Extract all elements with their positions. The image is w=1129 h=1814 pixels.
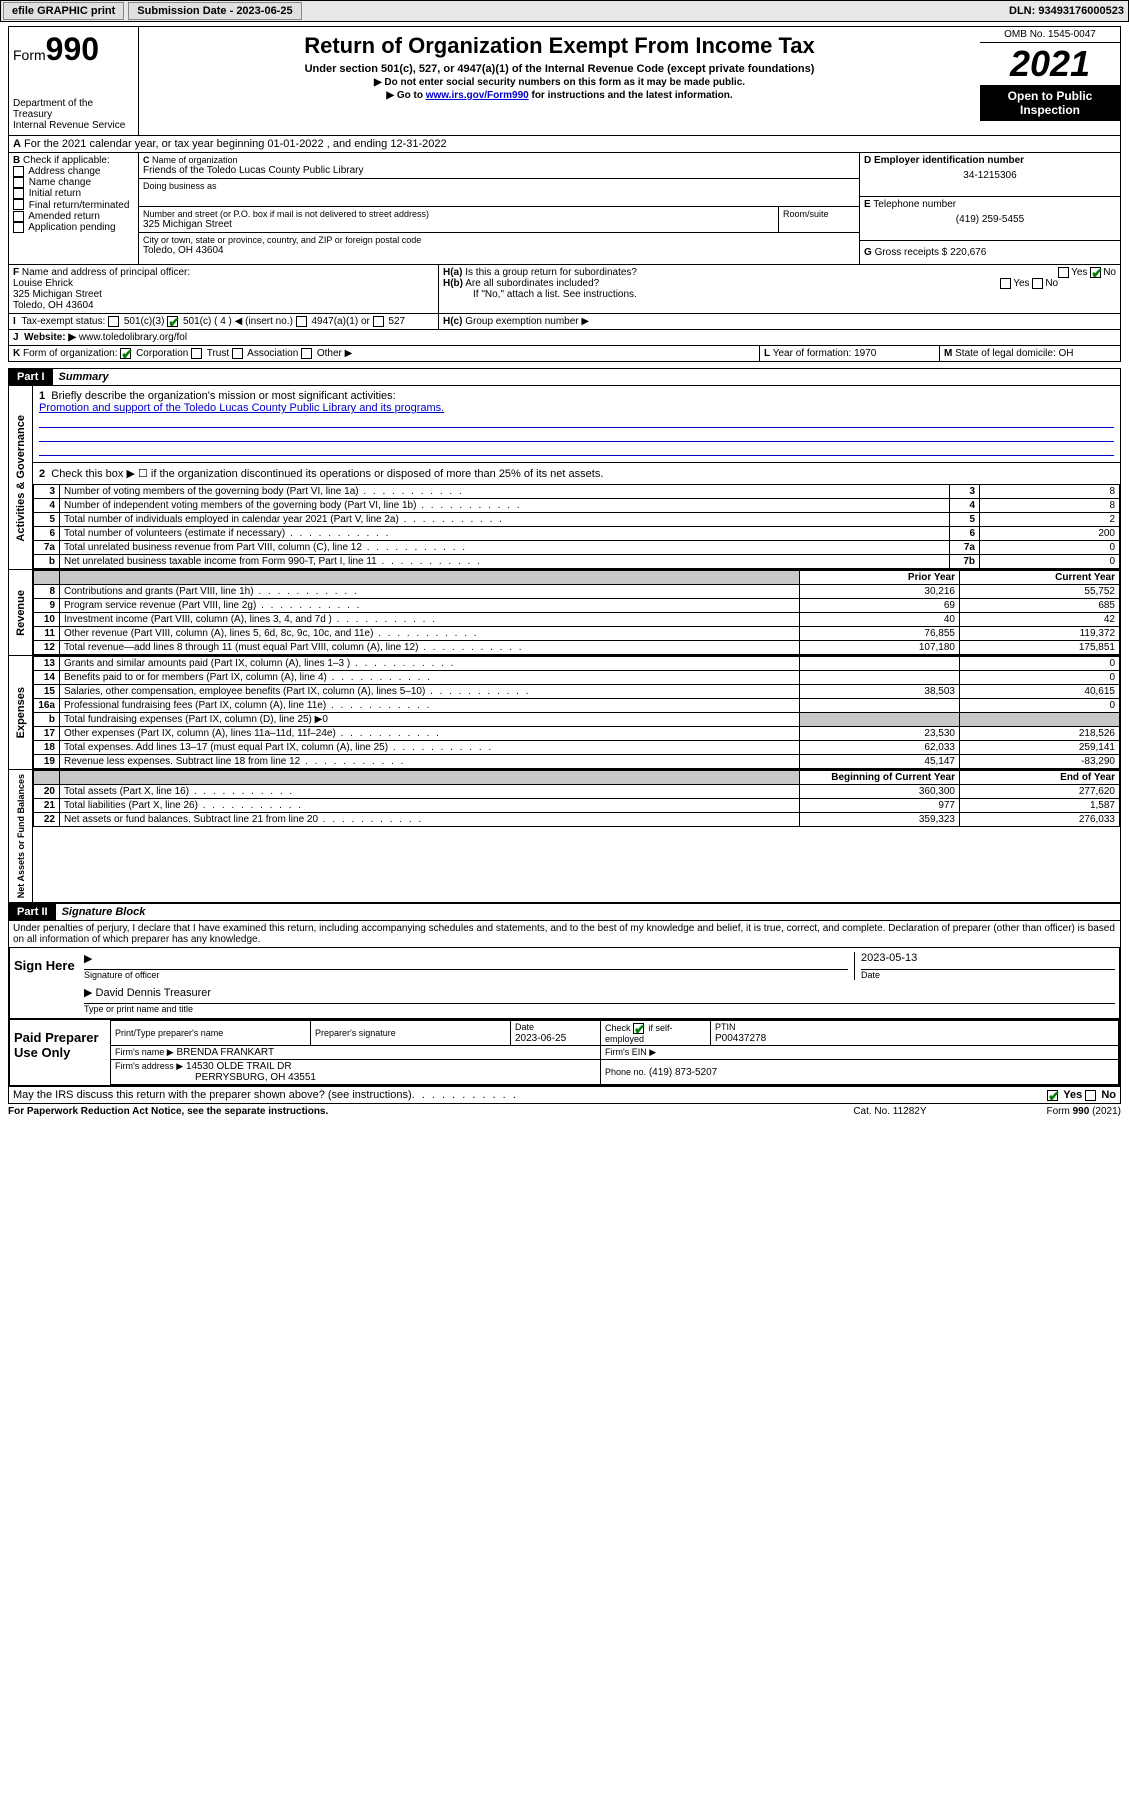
part2-title: Signature Block (56, 904, 152, 920)
4947-checkbox[interactable] (296, 316, 307, 327)
part2-header: Part II (9, 904, 56, 920)
expenses-table: 13Grants and similar amounts paid (Part … (33, 656, 1120, 769)
part1-header: Part I (9, 369, 53, 385)
form-title: Return of Organization Exempt From Incom… (145, 33, 974, 59)
form-note2: ▶ Go to www.irs.gov/Form990 for instruct… (145, 90, 974, 101)
hb-no-checkbox[interactable] (1032, 278, 1043, 289)
sign-here-label: Sign Here (10, 948, 80, 1018)
cat-no: Cat. No. 11282Y (853, 1106, 926, 1117)
b-opt-checkbox[interactable] (13, 199, 24, 210)
penalty-text: Under penalties of perjury, I declare th… (8, 921, 1121, 948)
b-opt-checkbox[interactable] (13, 177, 24, 188)
ha-yes-checkbox[interactable] (1058, 267, 1069, 278)
irs-link[interactable]: www.irs.gov/Form990 (426, 90, 529, 101)
expenses-label: Expenses (13, 683, 29, 742)
org-address: 325 Michigan Street (143, 219, 774, 230)
firm-phone: (419) 873-5207 (649, 1067, 717, 1078)
form-footer: Form 990 (2021) (1047, 1106, 1121, 1117)
k-assoc-checkbox[interactable] (232, 348, 243, 359)
hb-yes-checkbox[interactable] (1000, 278, 1011, 289)
officer-sig-name: David Dennis Treasurer (96, 987, 212, 999)
k-other-checkbox[interactable] (301, 348, 312, 359)
b-opt-checkbox[interactable] (13, 211, 24, 222)
527-checkbox[interactable] (373, 316, 384, 327)
501c3-checkbox[interactable] (108, 316, 119, 327)
officer-name: Louise Ehrick (13, 278, 73, 289)
pra-notice: For Paperwork Reduction Act Notice, see … (8, 1106, 853, 1117)
gross-receipts: 220,676 (950, 247, 986, 258)
irs-yes-checkbox[interactable] (1047, 1090, 1058, 1101)
submission-date-button[interactable]: Submission Date - 2023-06-25 (128, 2, 301, 20)
paid-preparer-label: Paid Preparer Use Only (10, 1020, 110, 1085)
form-number: Form990 (13, 31, 134, 68)
firm-addr: 14530 OLDE TRAIL DR (186, 1061, 292, 1072)
omb-number: OMB No. 1545-0047 (980, 27, 1120, 43)
officer-addr: 325 Michigan Street Toledo, OH 43604 (13, 289, 102, 311)
part1-title: Summary (53, 369, 115, 385)
open-inspection: Open to Public Inspection (980, 85, 1120, 121)
b-opt-checkbox[interactable] (13, 188, 24, 199)
line-a: A For the 2021 calendar year, or tax yea… (8, 136, 1121, 153)
tax-year: 2021 (980, 43, 1120, 85)
assets-label: Net Assets or Fund Balances (14, 770, 28, 902)
top-toolbar: efile GRAPHIC print Submission Date - 20… (0, 0, 1129, 22)
revenue-label: Revenue (13, 586, 29, 640)
form-note1: ▶ Do not enter social security numbers o… (145, 77, 974, 88)
self-employed-checkbox[interactable] (633, 1023, 644, 1034)
ein: 34-1215306 (864, 170, 1116, 181)
form-subtitle: Under section 501(c), 527, or 4947(a)(1)… (145, 63, 974, 75)
phone: (419) 259-5455 (864, 214, 1116, 225)
revenue-table: Prior YearCurrent Year8Contributions and… (33, 570, 1120, 655)
k-corp-checkbox[interactable] (120, 348, 131, 359)
summary-top-table: 3Number of voting members of the governi… (33, 484, 1120, 569)
firm-city: PERRYSBURG, OH 43551 (195, 1072, 316, 1083)
activities-label: Activities & Governance (13, 411, 29, 546)
b-opt-checkbox[interactable] (13, 222, 24, 233)
k-trust-checkbox[interactable] (191, 348, 202, 359)
org-city: Toledo, OH 43604 (143, 245, 855, 256)
irs-no-checkbox[interactable] (1085, 1090, 1096, 1101)
b-label: Check if applicable: (23, 155, 110, 166)
sig-date: 2023-05-13 (861, 952, 1115, 970)
org-name: Friends of the Toledo Lucas County Publi… (143, 165, 855, 176)
efile-print-button[interactable]: efile GRAPHIC print (3, 2, 124, 20)
501c-checkbox[interactable] (167, 316, 178, 327)
ptin: P00437278 (715, 1033, 766, 1044)
mission-text: Promotion and support of the Toledo Luca… (39, 402, 444, 414)
dept-label: Department of the Treasury Internal Reve… (13, 98, 134, 131)
form-header: Form990 Department of the Treasury Inter… (8, 26, 1121, 136)
website: www.toledolibrary.org/fol (79, 332, 187, 343)
assets-table: Beginning of Current YearEnd of Year20To… (33, 770, 1120, 827)
ha-no-checkbox[interactable] (1090, 267, 1101, 278)
firm-name: BRENDA FRANKART (176, 1047, 274, 1058)
dln-label: DLN: 93493176000523 (1005, 5, 1128, 17)
b-opt-checkbox[interactable] (13, 166, 24, 177)
